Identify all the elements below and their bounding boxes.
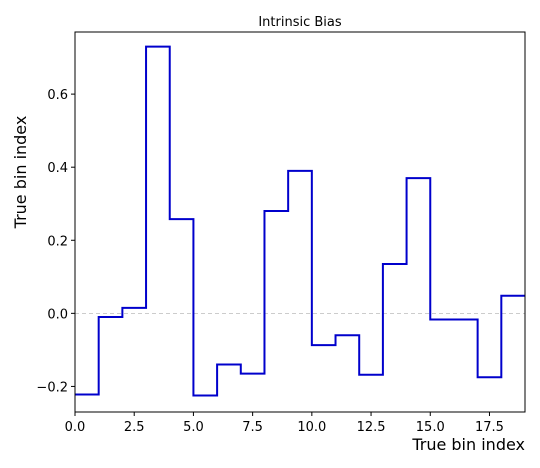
x-tick-label: 5.0 <box>183 420 204 435</box>
x-tick-label: 2.5 <box>124 420 145 435</box>
y-axis-ticks: −0.2 0.0 0.2 0.4 0.6 <box>36 88 75 395</box>
y-axis-label: True bin index <box>11 116 30 230</box>
x-tick-label: 15.0 <box>416 420 445 435</box>
y-tick-label: −0.2 <box>36 380 68 395</box>
x-axis-ticks: 0.0 2.5 5.0 7.5 10.0 12.5 15.0 17.5 <box>65 412 504 435</box>
y-tick-label: 0.6 <box>47 88 68 103</box>
x-tick-label: 12.5 <box>357 420 386 435</box>
series-line-0 <box>75 45 525 397</box>
chart-title: Intrinsic Bias <box>258 15 342 30</box>
x-tick-label: 17.5 <box>475 420 504 435</box>
y-tick-label: 0.2 <box>47 234 68 249</box>
x-tick-label: 7.5 <box>242 420 263 435</box>
plot-frame <box>74 31 526 413</box>
y-tick-label: 0.0 <box>47 307 68 322</box>
x-tick-label: 0.0 <box>65 420 86 435</box>
y-tick-label: 0.4 <box>47 161 68 176</box>
series-layer <box>75 45 525 397</box>
x-tick-label: 10.0 <box>297 420 326 435</box>
x-axis-label: True bin index <box>411 435 525 454</box>
